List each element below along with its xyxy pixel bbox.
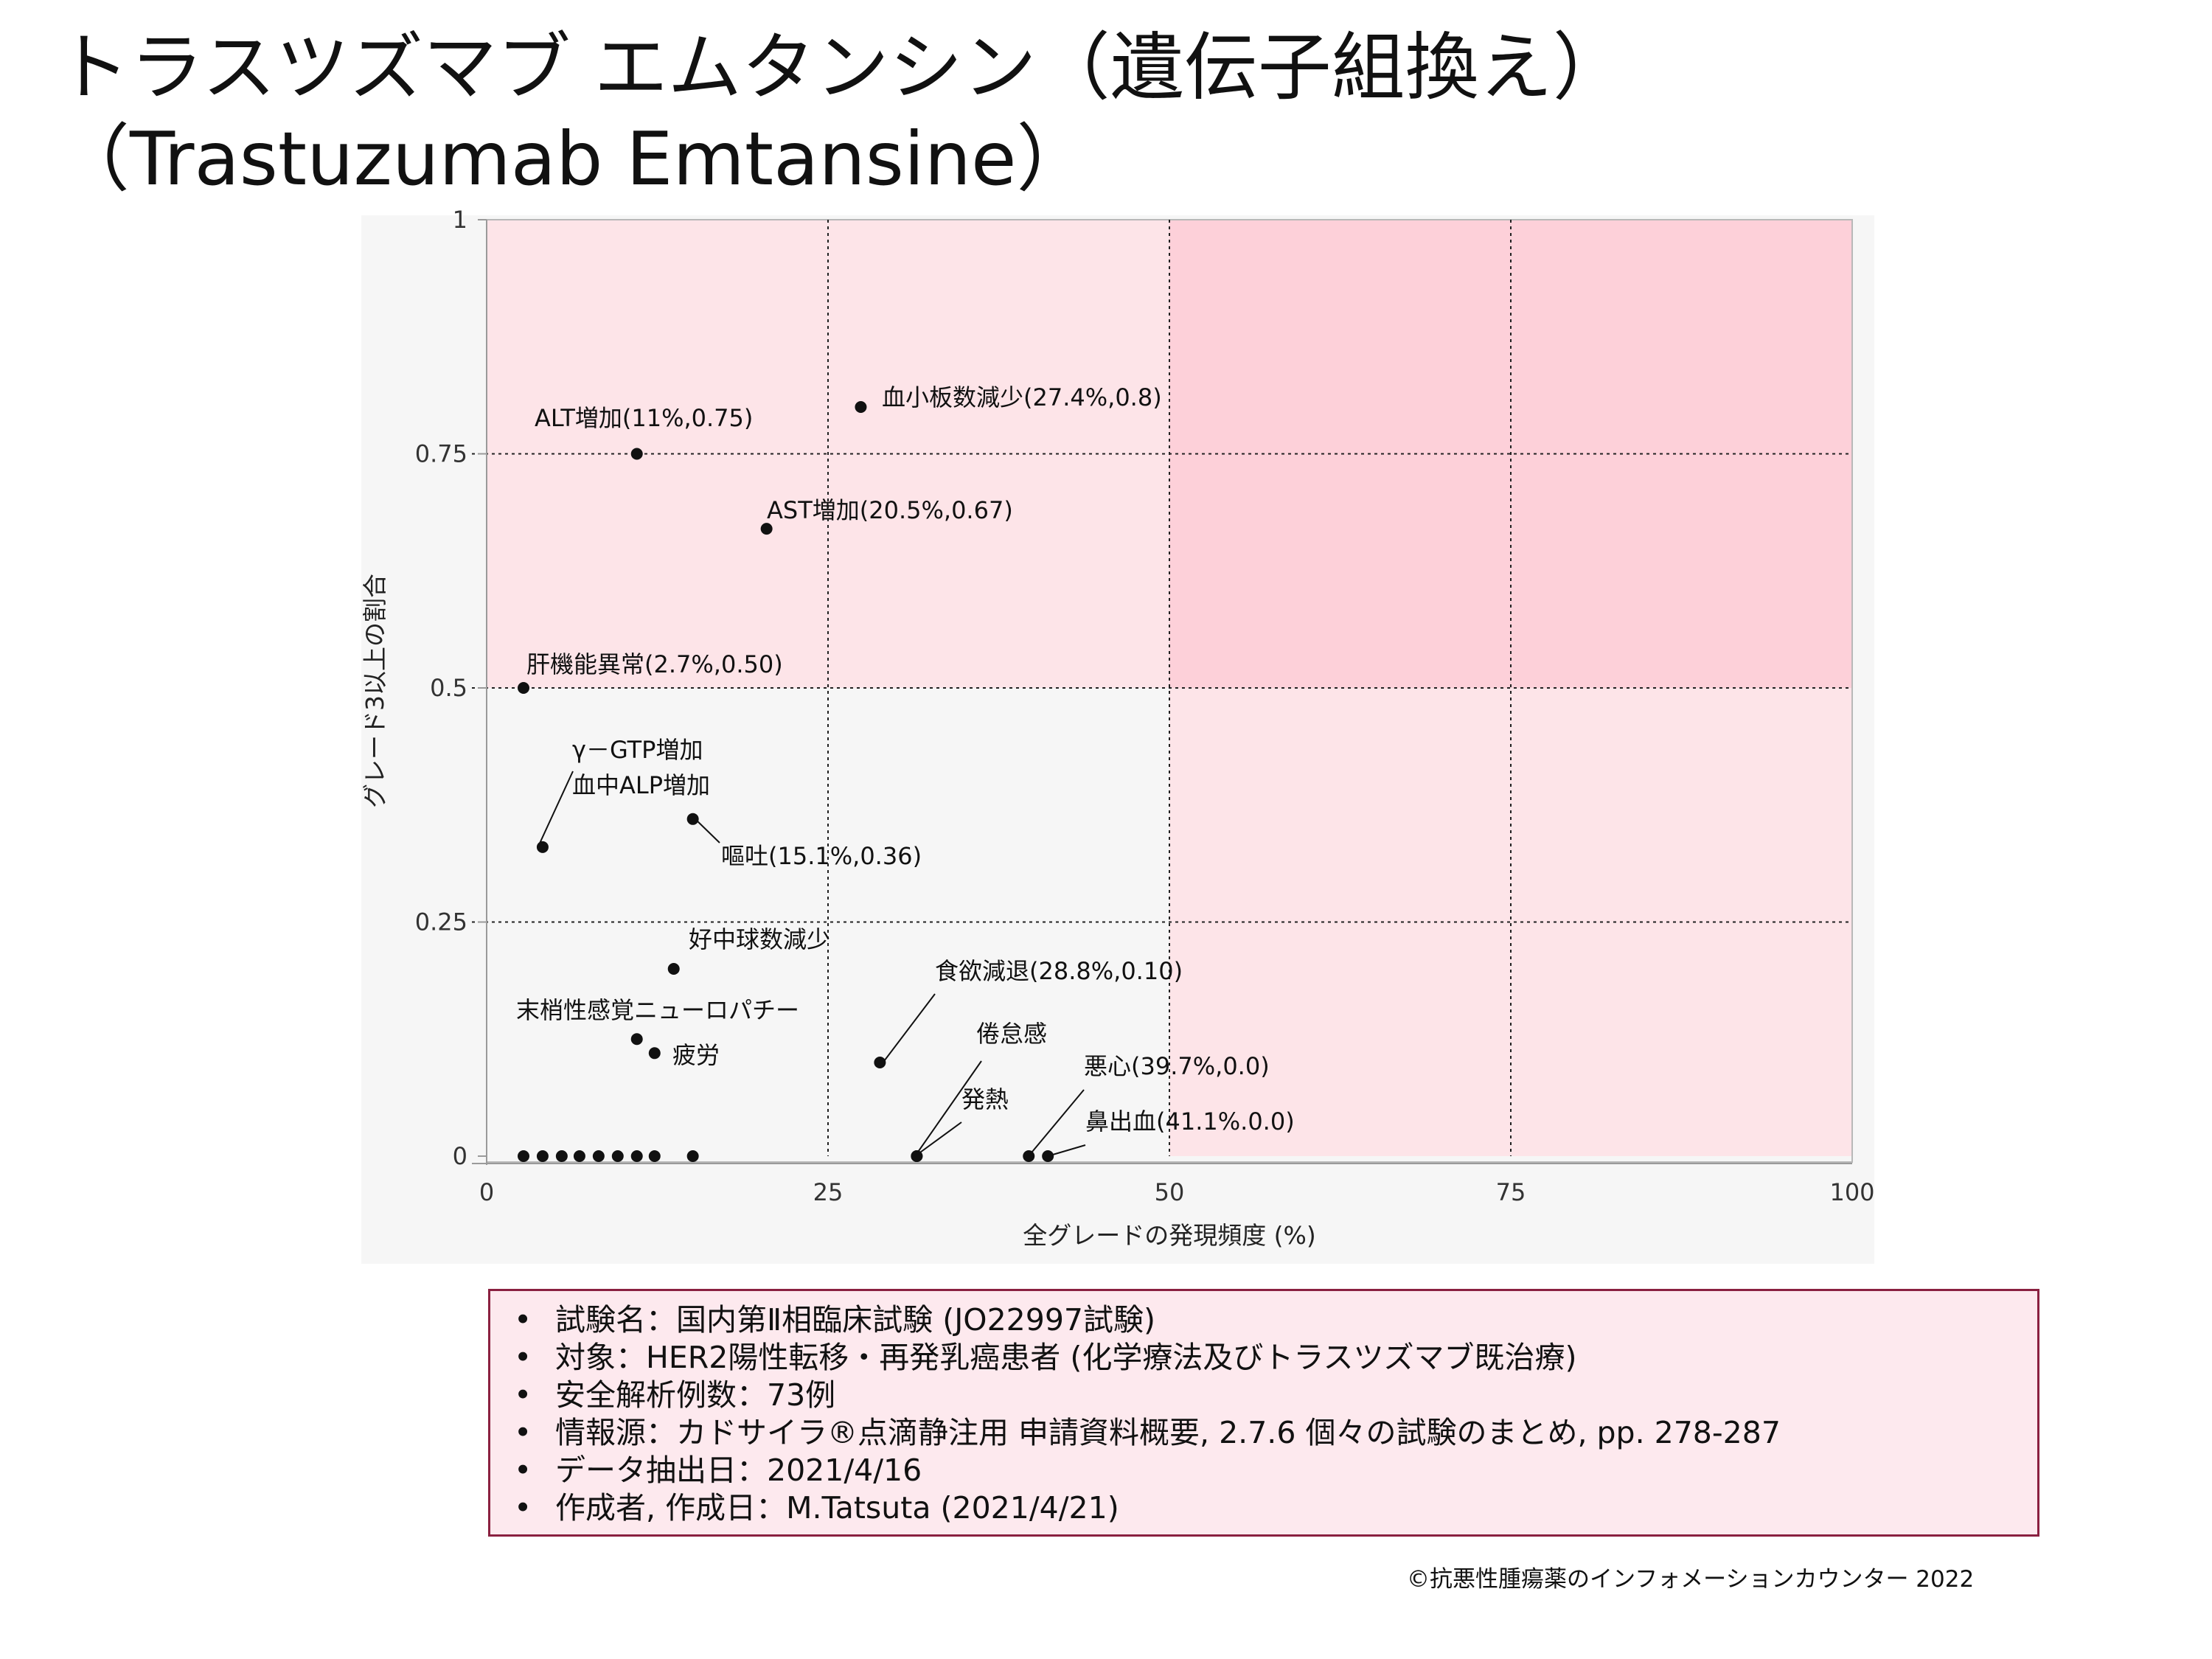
point-label: 悪心(39.7%,0.0) (1084, 1052, 1270, 1080)
info-sample-size: 安全解析例数：73例 (509, 1377, 2037, 1414)
point-label: 疲労 (672, 1041, 720, 1069)
data-point (667, 963, 680, 975)
info-source: 情報源：カドサイラ®点滴静注用 申請資料概要, 2.7.6 個々の試験のまとめ,… (509, 1414, 2037, 1452)
data-point (518, 1150, 530, 1162)
point-label: 好中球数減少 (689, 925, 830, 953)
data-point (648, 1150, 661, 1162)
data-point (874, 1057, 886, 1068)
data-point (686, 1150, 699, 1162)
data-point (630, 448, 643, 460)
point-label: 嘔吐(15.1%,0.36) (721, 842, 922, 870)
title-line-1: トラスツズマブ エムタンシン（遺伝子組換え） (56, 24, 1627, 111)
y-tick-label: 0.5 (430, 674, 467, 702)
point-label: 鼻出血(41.1%.0.0) (1085, 1107, 1295, 1135)
point-label: 食欲減退(28.8%,0.10) (935, 957, 1183, 985)
x-tick-label: 50 (1155, 1178, 1185, 1206)
page-title: トラスツズマブ エムタンシン（遺伝子組換え） （Trastuzumab Emta… (56, 22, 1627, 205)
leader-line (914, 1060, 982, 1157)
x-axis-label: 全グレードの発現頻度 (%) (1023, 1221, 1316, 1250)
x-tick-label: 25 (813, 1178, 844, 1206)
copyright: ©抗悪性腫瘍薬のインフォメーションカウンター 2022 (1407, 1566, 1975, 1593)
info-target: 対象：HER2陽性転移・再発乳癌患者 (化学療法及びトラスツズマブ既治療) (509, 1339, 2037, 1377)
leader-line (1047, 1144, 1086, 1157)
title-line-2: （Trastuzumab Emtansine） (56, 116, 1091, 202)
leader-line (538, 771, 574, 847)
grid-lines (472, 220, 1852, 1156)
y-tick-label: 0.75 (415, 440, 467, 468)
data-point (592, 1150, 605, 1162)
y-tick-label: 0.25 (415, 908, 467, 936)
info-extraction-date: データ抽出日：2021/4/16 (509, 1452, 2037, 1489)
data-point (760, 523, 773, 535)
data-point (686, 813, 699, 825)
info-author: 作成者, 作成日：M.Tatsuta (2021/4/21) (509, 1489, 2037, 1527)
x-tick-label: 75 (1496, 1178, 1526, 1206)
point-label: ALT増加(11%,0.75) (535, 404, 753, 432)
point-labels: ALT増加(11%,0.75) 血小板数減少(27.4%,0.8) AST増加(20… (516, 383, 1295, 1157)
info-study-name: 試験名：国内第Ⅱ相臨床試験 (JO22997試験) (509, 1301, 2037, 1339)
leader-line (1028, 1089, 1085, 1157)
y-axis-label: グレード3以上の割合 (361, 574, 389, 808)
leader-line (692, 816, 720, 844)
point-label: 血中ALP増加 (572, 771, 710, 799)
point-label: 倦怠感 (976, 1020, 1047, 1048)
point-label: γ－GTP増加 (572, 736, 703, 764)
data-point (536, 1150, 549, 1162)
point-label: AST増加(20.5%,0.67) (767, 496, 1013, 524)
x-tick-label: 100 (1829, 1178, 1874, 1206)
data-point (536, 841, 549, 853)
data-point (855, 401, 867, 413)
data-point (518, 682, 530, 694)
data-point (630, 1033, 643, 1046)
leader-line (914, 1121, 962, 1157)
data-point (573, 1150, 585, 1162)
point-label: 発熱 (961, 1085, 1009, 1113)
data-point (630, 1150, 643, 1162)
point-label: 末梢性感覚ニューロパチー (516, 996, 799, 1024)
axes: 0 25 50 75 100 0 0.25 0.5 0.75 1 (415, 206, 1875, 1206)
x-tick-label: 0 (479, 1178, 494, 1206)
point-label: 血小板数減少(27.4%,0.8) (882, 383, 1162, 411)
data-point (555, 1150, 568, 1162)
y-tick-label: 0 (453, 1142, 467, 1170)
data-point (648, 1047, 661, 1060)
study-info-box: 試験名：国内第Ⅱ相臨床試験 (JO22997試験) 対象：HER2陽性転移・再発… (488, 1289, 2039, 1537)
point-label: 肝機能異常(2.7%,0.50) (526, 650, 783, 678)
y-tick-label: 1 (453, 206, 467, 234)
leader-line (879, 993, 936, 1068)
data-point (611, 1150, 624, 1162)
